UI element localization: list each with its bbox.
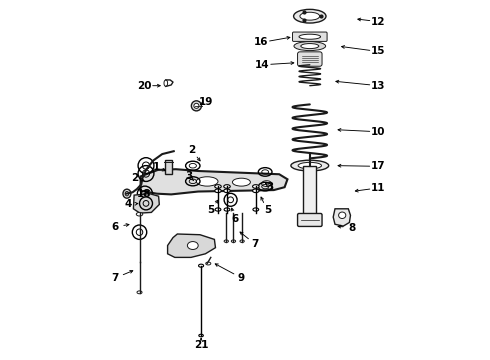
- Text: 3: 3: [267, 182, 274, 192]
- Ellipse shape: [240, 240, 245, 243]
- Text: 7: 7: [112, 273, 119, 283]
- Ellipse shape: [300, 12, 319, 20]
- Text: 10: 10: [371, 127, 386, 137]
- Text: 1: 1: [153, 162, 160, 172]
- Text: 12: 12: [371, 17, 386, 27]
- Ellipse shape: [339, 212, 346, 219]
- Text: 2: 2: [132, 173, 139, 183]
- Ellipse shape: [206, 262, 211, 265]
- Text: 17: 17: [371, 161, 386, 171]
- Ellipse shape: [125, 192, 129, 196]
- Text: 13: 13: [371, 81, 386, 91]
- Ellipse shape: [252, 189, 259, 193]
- Text: 2: 2: [188, 145, 196, 156]
- Ellipse shape: [301, 44, 319, 49]
- Ellipse shape: [198, 264, 204, 267]
- Ellipse shape: [224, 185, 230, 188]
- Ellipse shape: [232, 178, 250, 186]
- Ellipse shape: [298, 162, 321, 169]
- Ellipse shape: [194, 103, 199, 108]
- Polygon shape: [333, 209, 350, 226]
- FancyBboxPatch shape: [293, 32, 327, 41]
- Polygon shape: [141, 169, 288, 194]
- Ellipse shape: [215, 208, 221, 211]
- Ellipse shape: [294, 42, 326, 51]
- Ellipse shape: [123, 189, 131, 198]
- Text: 5: 5: [207, 204, 214, 215]
- FancyBboxPatch shape: [297, 52, 322, 66]
- Ellipse shape: [252, 185, 259, 188]
- Text: 19: 19: [199, 96, 213, 107]
- Ellipse shape: [224, 208, 230, 211]
- Text: 21: 21: [194, 340, 208, 350]
- Text: 6: 6: [112, 222, 119, 232]
- Bar: [165, 160, 172, 174]
- Text: 11: 11: [371, 183, 386, 193]
- Ellipse shape: [215, 185, 221, 188]
- Ellipse shape: [262, 181, 271, 186]
- Text: 14: 14: [255, 60, 270, 70]
- Polygon shape: [168, 234, 216, 257]
- Text: 15: 15: [371, 46, 386, 57]
- Ellipse shape: [187, 242, 198, 249]
- Ellipse shape: [231, 240, 236, 243]
- Ellipse shape: [299, 34, 320, 39]
- Ellipse shape: [137, 291, 142, 294]
- Ellipse shape: [192, 101, 201, 111]
- Text: 9: 9: [238, 273, 245, 283]
- Ellipse shape: [136, 212, 143, 216]
- Ellipse shape: [215, 189, 221, 193]
- Ellipse shape: [253, 208, 259, 211]
- Text: 7: 7: [251, 239, 259, 249]
- Text: 20: 20: [137, 81, 151, 91]
- FancyBboxPatch shape: [297, 213, 322, 226]
- Text: 3: 3: [186, 171, 193, 181]
- Ellipse shape: [199, 334, 203, 337]
- Text: 18: 18: [137, 189, 151, 199]
- Polygon shape: [133, 194, 159, 213]
- Text: 4: 4: [124, 199, 132, 210]
- Ellipse shape: [196, 177, 218, 186]
- Ellipse shape: [224, 240, 228, 243]
- Text: 16: 16: [254, 37, 269, 48]
- Text: 8: 8: [348, 222, 355, 233]
- Bar: [303, 166, 316, 216]
- Ellipse shape: [294, 9, 326, 23]
- Ellipse shape: [224, 189, 230, 193]
- Text: 5: 5: [264, 205, 271, 215]
- Text: 6: 6: [231, 214, 239, 224]
- Ellipse shape: [291, 160, 329, 171]
